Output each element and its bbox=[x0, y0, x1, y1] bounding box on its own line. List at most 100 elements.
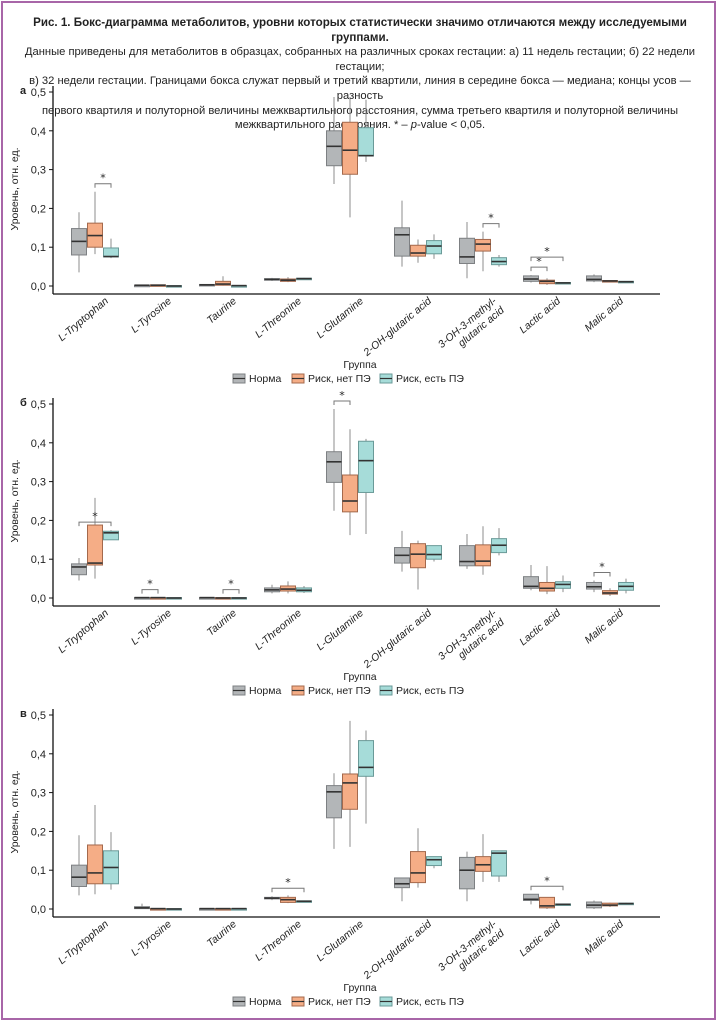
x-category-label-line: Taurine bbox=[205, 295, 239, 327]
significance-bracket bbox=[530, 266, 548, 272]
y-tick-label: 0,5 bbox=[31, 710, 46, 722]
x-category-label-line: L-Glutamine bbox=[314, 607, 366, 653]
significance-bracket bbox=[271, 887, 305, 893]
x-category-label-line: L-Tyrosine bbox=[129, 295, 174, 336]
y-tick-label: 0,2 bbox=[31, 826, 46, 838]
significance-star: * bbox=[544, 245, 550, 258]
box-Норма bbox=[326, 130, 342, 167]
box-Риск, есть ПЭ bbox=[426, 856, 442, 867]
box-Риск, есть ПЭ bbox=[491, 850, 507, 877]
y-tick-label: 0,4 bbox=[31, 438, 46, 450]
box-Риск, есть ПЭ bbox=[426, 545, 442, 560]
x-category-label: Lactic acid bbox=[517, 917, 564, 959]
x-category-label-line: Malic acid bbox=[582, 294, 626, 334]
x-category-label-line: 2-OH-glutaric acid bbox=[361, 606, 435, 671]
x-category-label-line: L-Tryptophan bbox=[56, 918, 111, 967]
x-category-label: 3-OH-3-methyl-glutaric acid bbox=[436, 606, 508, 672]
panel-label: в bbox=[20, 708, 27, 720]
legend-label: Риск, нет ПЭ bbox=[308, 685, 371, 697]
significance-star: * bbox=[339, 389, 345, 402]
box-Риск, нет ПЭ bbox=[410, 851, 426, 884]
x-category-label-line: Lactic acid bbox=[517, 606, 564, 648]
box-Риск, нет ПЭ bbox=[410, 543, 426, 569]
x-category-label-line: L-Tryptophan bbox=[56, 607, 111, 656]
box-Риск, есть ПЭ bbox=[103, 530, 119, 541]
x-category-label: L-Threonine bbox=[253, 607, 304, 653]
x-category-label-line: Malic acid bbox=[582, 606, 626, 646]
significance-star: * bbox=[599, 561, 605, 574]
x-category-label: L-Threonine bbox=[253, 918, 304, 964]
y-tick-label: 0,1 bbox=[31, 865, 46, 877]
x-category-label: 3-OH-3-methyl-glutaric acid bbox=[436, 917, 508, 983]
significance-bracket bbox=[94, 183, 112, 188]
x-category-label-line: L-Tryptophan bbox=[56, 295, 111, 344]
y-tick-label: 0,1 bbox=[31, 554, 46, 566]
y-tick-label: 0,5 bbox=[31, 399, 46, 411]
x-category-label: 3-OH-3-methyl-glutaric acid bbox=[436, 294, 508, 360]
x-axis-title: Группа bbox=[343, 982, 376, 994]
significance-bracket bbox=[530, 885, 564, 891]
legend-label: Риск, есть ПЭ bbox=[396, 996, 464, 1008]
caption-line-4-post: -value < 0,05. bbox=[417, 119, 486, 132]
panel-label: б bbox=[20, 397, 27, 409]
significance-bracket bbox=[593, 572, 611, 577]
box-Норма bbox=[586, 581, 602, 590]
x-category-label-line: L-Glutamine bbox=[314, 918, 366, 964]
legend-label: Норма bbox=[249, 373, 281, 385]
box-Риск, нет ПЭ bbox=[539, 581, 555, 592]
x-category-label: 2-OH-glutaric acid bbox=[361, 606, 435, 671]
y-tick-label: 0,3 bbox=[31, 788, 46, 800]
x-category-label-line: L-Threonine bbox=[253, 607, 304, 653]
x-category-label-line: 2-OH-glutaric acid bbox=[361, 294, 435, 359]
box-Норма bbox=[523, 893, 539, 901]
significance-star: * bbox=[544, 874, 550, 887]
box-Риск, есть ПЭ bbox=[358, 440, 374, 493]
significance-bracket bbox=[482, 223, 500, 228]
y-axis-title: Уровень, отн. ед. bbox=[9, 148, 21, 231]
y-tick-label: 0,1 bbox=[31, 242, 46, 254]
box-Риск, нет ПЭ bbox=[342, 121, 358, 175]
box-Риск, нет ПЭ bbox=[342, 474, 358, 513]
x-category-label: Malic acid bbox=[582, 606, 626, 646]
x-category-label: L-Tryptophan bbox=[56, 295, 111, 344]
significance-bracket bbox=[78, 521, 112, 527]
x-category-label: L-Tryptophan bbox=[56, 918, 111, 967]
x-category-label: Taurine bbox=[205, 607, 239, 639]
x-category-label: L-Tyrosine bbox=[129, 918, 174, 959]
y-axis-title: Уровень, отн. ед. bbox=[9, 771, 21, 854]
x-category-label: L-Glutamine bbox=[314, 918, 366, 964]
x-category-label-line: L-Threonine bbox=[253, 918, 304, 964]
significance-star: * bbox=[285, 876, 291, 889]
box-Риск, нет ПЭ bbox=[475, 544, 491, 567]
x-category-label-line: Malic acid bbox=[582, 917, 626, 957]
box-Норма bbox=[326, 785, 342, 819]
significance-star: * bbox=[228, 578, 234, 591]
x-category-label-line: L-Glutamine bbox=[314, 295, 366, 341]
box-Норма bbox=[394, 227, 410, 257]
x-category-label: Malic acid bbox=[582, 917, 626, 957]
box-Риск, нет ПЭ bbox=[87, 524, 103, 566]
y-tick-label: 0,4 bbox=[31, 749, 46, 761]
box-Норма bbox=[586, 275, 602, 282]
y-axis-title: Уровень, отн. ед. bbox=[9, 460, 21, 543]
box-Риск, нет ПЭ bbox=[342, 773, 358, 810]
y-tick-label: 0,5 bbox=[31, 87, 46, 99]
y-tick-label: 0,0 bbox=[31, 593, 46, 605]
significance-star: * bbox=[92, 510, 98, 523]
caption-line-1: Данные приведены для метаболитов в образ… bbox=[24, 46, 696, 73]
significance-star: * bbox=[147, 578, 153, 591]
box-Норма bbox=[459, 545, 475, 567]
x-category-label: Taurine bbox=[205, 295, 239, 327]
significance-star: * bbox=[100, 172, 106, 185]
box-Риск, есть ПЭ bbox=[358, 740, 374, 777]
box-Риск, нет ПЭ bbox=[410, 244, 426, 257]
x-category-label-line: Lactic acid bbox=[517, 294, 564, 336]
y-tick-label: 0,3 bbox=[31, 165, 46, 177]
x-category-label: L-Tryptophan bbox=[56, 607, 111, 656]
legend-label: Риск, есть ПЭ bbox=[396, 373, 464, 385]
y-tick-label: 0,2 bbox=[31, 515, 46, 527]
x-category-label: L-Tyrosine bbox=[129, 607, 174, 648]
box-Норма bbox=[71, 864, 87, 887]
